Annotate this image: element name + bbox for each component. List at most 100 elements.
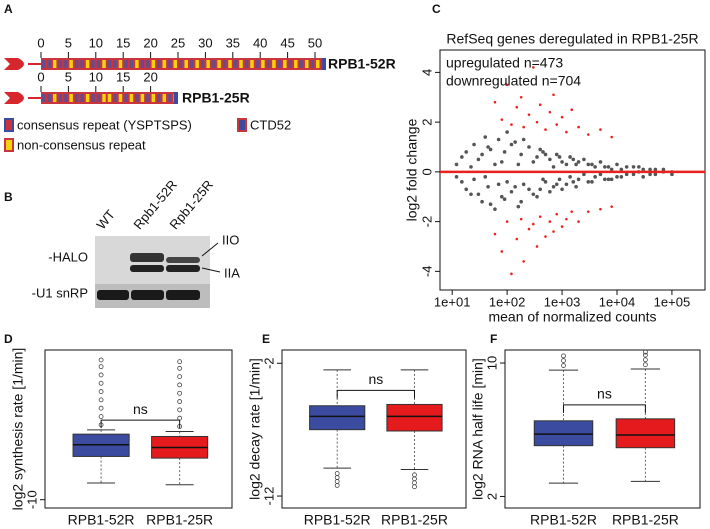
point xyxy=(460,180,464,184)
construct-label: RPB1-25R xyxy=(182,90,250,106)
point xyxy=(615,175,619,179)
point xyxy=(564,162,569,167)
point xyxy=(577,220,580,223)
significance-label: ns xyxy=(368,371,383,387)
point xyxy=(598,172,603,177)
point xyxy=(548,110,552,114)
point xyxy=(564,182,569,187)
repeat xyxy=(85,60,90,68)
scale-label: 40 xyxy=(253,35,267,50)
repeat xyxy=(294,60,298,68)
repeat xyxy=(146,60,150,68)
outlier xyxy=(334,483,340,488)
point xyxy=(469,192,473,197)
point xyxy=(548,157,552,162)
repeat xyxy=(113,94,117,102)
point xyxy=(599,128,602,131)
scale-label: 0 xyxy=(37,69,44,84)
point xyxy=(519,199,523,204)
outlier xyxy=(98,389,104,394)
point xyxy=(513,140,517,144)
repeat xyxy=(42,94,46,102)
scale-label: 10 xyxy=(89,69,103,84)
point xyxy=(460,155,464,159)
point xyxy=(505,83,509,87)
panel-label: E xyxy=(262,332,270,346)
repeat xyxy=(206,60,210,68)
point xyxy=(577,125,580,129)
point xyxy=(531,192,536,197)
point xyxy=(648,172,652,177)
repeat xyxy=(233,60,238,68)
x-tick-label: RPB1-52R xyxy=(530,512,597,528)
point xyxy=(516,204,521,209)
pointer xyxy=(201,242,219,257)
row-label: -HALO xyxy=(48,249,88,264)
y-tick-label: -12 xyxy=(261,487,276,506)
point xyxy=(653,167,658,172)
point xyxy=(631,165,636,169)
repeat xyxy=(200,60,205,68)
outlier xyxy=(334,471,340,476)
scale-label: 5 xyxy=(65,69,72,84)
repeat xyxy=(74,60,79,68)
repeat xyxy=(157,94,161,102)
point xyxy=(538,147,542,152)
band xyxy=(166,265,200,272)
repeat xyxy=(146,94,150,102)
y-axis-label: log2 synthesis rate [1/min] xyxy=(10,348,26,511)
y-tick-label: 4 xyxy=(419,69,434,76)
point xyxy=(586,162,591,167)
repeat xyxy=(124,94,128,102)
point xyxy=(519,217,523,221)
chart-title: RefSeq genes deregulated in RPB1-25R xyxy=(446,31,698,47)
band xyxy=(130,265,164,272)
point xyxy=(500,118,504,121)
scale-label: 50 xyxy=(308,35,322,50)
outlier xyxy=(98,405,104,411)
point xyxy=(464,187,469,192)
point xyxy=(480,152,484,157)
repeat xyxy=(310,60,314,68)
legend-text: consensus repeat (YSPTSPS) xyxy=(17,117,192,132)
box xyxy=(533,420,594,447)
outlier xyxy=(643,352,648,358)
outlier xyxy=(177,399,183,404)
point xyxy=(521,137,526,142)
point xyxy=(582,157,586,162)
point xyxy=(560,115,564,119)
point xyxy=(570,108,574,111)
repeat xyxy=(42,60,46,68)
lane-label: WT xyxy=(93,207,118,232)
point xyxy=(574,162,578,167)
point xyxy=(496,182,501,187)
point xyxy=(454,162,459,167)
repeat xyxy=(113,60,117,68)
point xyxy=(476,157,481,162)
point xyxy=(493,162,497,167)
point xyxy=(557,155,562,159)
repeat xyxy=(168,60,172,68)
outlier xyxy=(177,359,183,365)
repeat xyxy=(173,60,177,68)
repeat xyxy=(162,94,167,102)
outlier xyxy=(334,475,340,480)
outlier xyxy=(177,407,183,413)
point xyxy=(606,165,611,169)
point xyxy=(509,142,514,147)
y-tick-label: 2 xyxy=(484,493,499,500)
repeat xyxy=(228,60,232,68)
repeat xyxy=(91,60,95,68)
significance-label: ns xyxy=(597,386,612,402)
repeat xyxy=(102,60,106,68)
repeat xyxy=(52,94,57,102)
outlier xyxy=(412,476,417,482)
point xyxy=(557,177,562,182)
legend-swatch xyxy=(237,118,247,132)
point xyxy=(544,128,547,131)
outlier xyxy=(334,479,340,484)
y-tick-label: 2 xyxy=(419,119,434,126)
point xyxy=(522,125,525,129)
panel-label: D xyxy=(4,332,13,346)
point xyxy=(641,167,646,172)
